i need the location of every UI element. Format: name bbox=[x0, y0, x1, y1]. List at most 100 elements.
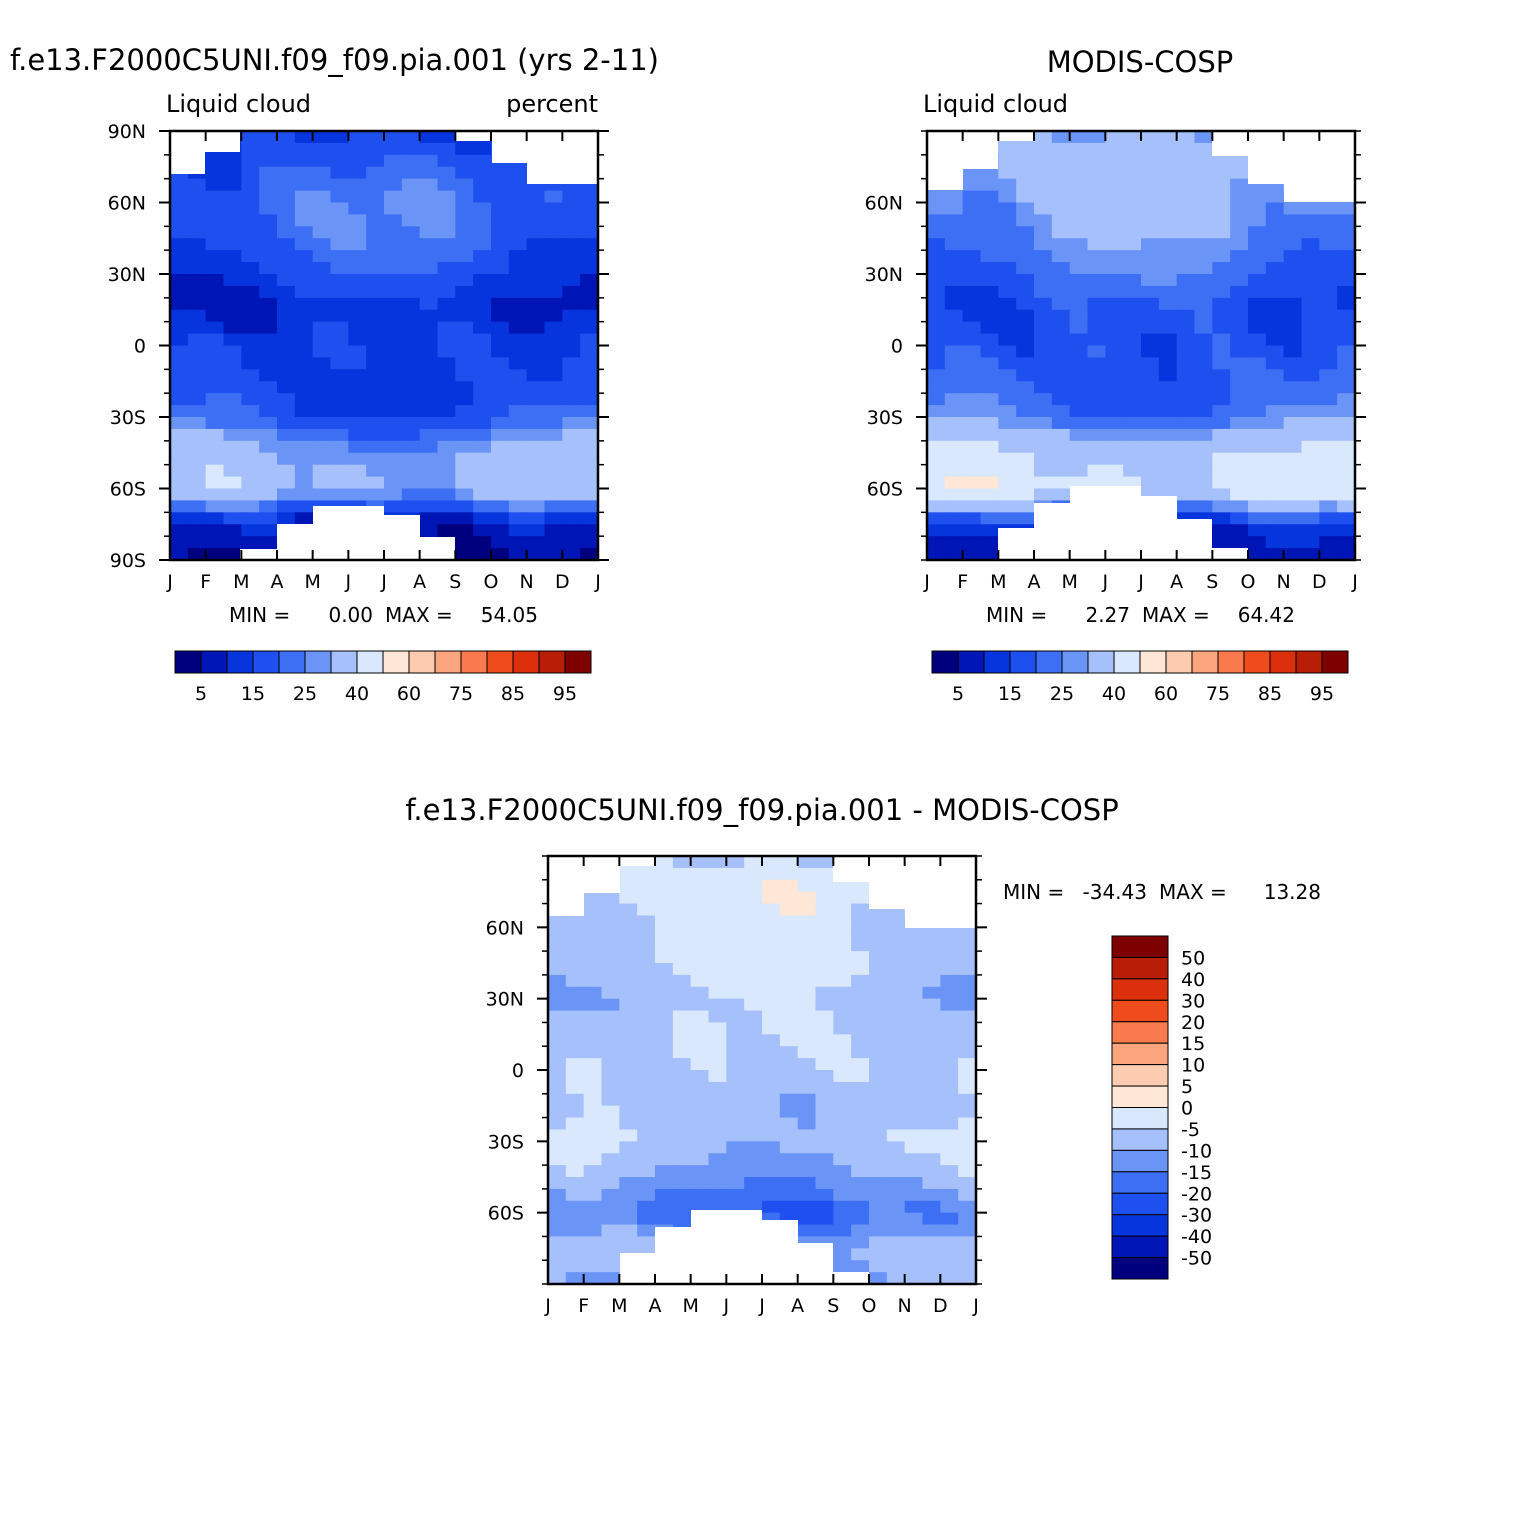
panel2-cell bbox=[998, 452, 1017, 466]
panel2-cell bbox=[944, 440, 964, 454]
panel2-cell bbox=[1158, 262, 1178, 275]
panel3-cell bbox=[958, 974, 977, 988]
panel2-cell bbox=[1141, 274, 1160, 287]
panel3-cell bbox=[565, 1248, 585, 1261]
panel3-cell bbox=[583, 1141, 603, 1154]
panel2-cell bbox=[1301, 321, 1320, 335]
panel1-cell bbox=[366, 440, 385, 454]
panel3-cell bbox=[548, 1236, 567, 1249]
panel3-cell bbox=[815, 974, 834, 988]
panel3-cell bbox=[851, 1058, 870, 1071]
panel2-cell bbox=[980, 297, 999, 311]
panel3-cell bbox=[601, 998, 620, 1012]
panel2-cell bbox=[1319, 524, 1338, 537]
panel3-cell bbox=[708, 867, 727, 881]
panel2-cell bbox=[1212, 202, 1231, 216]
panel2-cell bbox=[962, 500, 982, 513]
panel2-cell bbox=[1283, 297, 1303, 311]
panel3-cell bbox=[726, 1010, 745, 1024]
panel2-cell bbox=[1051, 214, 1071, 227]
panel1-cell bbox=[259, 381, 278, 394]
panel1-cell bbox=[187, 238, 207, 251]
panel1-cell bbox=[187, 369, 207, 382]
panel2-cell bbox=[1051, 464, 1071, 478]
panel2-cell bbox=[1069, 274, 1089, 287]
panel2-cell bbox=[1105, 321, 1124, 335]
panel1-cell bbox=[312, 262, 332, 275]
panel2-cell bbox=[1337, 512, 1356, 525]
panel3-cell bbox=[601, 1153, 620, 1166]
panel2-cell bbox=[1105, 405, 1124, 418]
panel1-cell bbox=[562, 548, 581, 561]
panel2-cell bbox=[980, 381, 999, 394]
panel3-min-value: -34.43 bbox=[1083, 880, 1147, 904]
panel3-cell bbox=[690, 903, 710, 917]
panel3-cell bbox=[869, 1272, 888, 1285]
panel3-cell bbox=[833, 1022, 852, 1035]
panel2-cell bbox=[944, 238, 964, 251]
panel3-cell bbox=[637, 1117, 656, 1131]
panel3-colorbar-swatch bbox=[1111, 999, 1169, 1023]
panel1-cell bbox=[491, 309, 510, 323]
panel2-colorbar-swatch bbox=[983, 650, 1011, 674]
panel2-cell bbox=[1283, 226, 1303, 239]
panel1-cell bbox=[277, 321, 296, 335]
panel2-cell bbox=[1194, 226, 1213, 239]
panel3-colorbar-label: -50 bbox=[1181, 1248, 1212, 1270]
panel1-cell bbox=[384, 500, 403, 513]
panel2-cell bbox=[980, 262, 999, 275]
panel2-cell bbox=[944, 345, 964, 359]
panel2-cell bbox=[1176, 500, 1196, 513]
panel2-cell bbox=[944, 190, 964, 204]
panel2-cell bbox=[1105, 393, 1124, 406]
panel1-colorbar-label: 75 bbox=[449, 683, 473, 705]
panel2-cell bbox=[1301, 452, 1320, 466]
panel3-cell bbox=[940, 1058, 959, 1071]
panel1-x-tick-label: M bbox=[233, 571, 249, 593]
panel2-cell bbox=[1283, 452, 1303, 466]
panel2-cell bbox=[1176, 393, 1196, 406]
panel1-cell bbox=[259, 440, 278, 454]
panel3-cell bbox=[672, 1058, 692, 1071]
panel3-cell bbox=[833, 879, 852, 893]
panel1-cell bbox=[259, 369, 278, 382]
panel3-y-tick-label: 30S bbox=[488, 1131, 524, 1153]
panel2-cell bbox=[1212, 512, 1231, 525]
panel2-cell bbox=[1230, 333, 1249, 347]
panel1-cell bbox=[348, 142, 367, 156]
panel2-colorbar-label: 15 bbox=[998, 683, 1022, 705]
panel3-cell bbox=[637, 1070, 656, 1083]
panel3-cell bbox=[744, 1188, 763, 1202]
panel3-min-label: MIN = bbox=[1003, 880, 1064, 904]
panel3-cell bbox=[833, 1224, 852, 1238]
panel2-cell bbox=[944, 297, 964, 311]
panel1-cell bbox=[455, 262, 474, 275]
panel2-cell bbox=[1158, 440, 1178, 454]
panel1-cell bbox=[223, 214, 242, 227]
panel3-cell bbox=[548, 927, 567, 940]
panel3-cell bbox=[619, 1010, 638, 1024]
panel2-cell bbox=[1123, 166, 1142, 180]
panel1-cell bbox=[259, 393, 278, 406]
panel2-cell bbox=[1283, 238, 1303, 251]
panel3-cell bbox=[601, 1117, 620, 1131]
panel1-cell bbox=[491, 166, 510, 180]
panel3-cell bbox=[762, 1105, 781, 1119]
panel1-cell bbox=[277, 154, 296, 168]
panel1-cell bbox=[455, 536, 474, 549]
panel1-cell bbox=[401, 131, 421, 144]
panel2-cell bbox=[1212, 452, 1231, 466]
panel3-cell bbox=[565, 974, 585, 988]
panel3-cell bbox=[601, 1141, 620, 1154]
panel1-cell bbox=[277, 202, 296, 216]
panel2-cell bbox=[1194, 285, 1213, 299]
panel1-cell bbox=[259, 238, 278, 251]
panel1-cell bbox=[277, 357, 296, 370]
panel3-cell bbox=[851, 1260, 870, 1273]
panel2-cell bbox=[1230, 500, 1249, 513]
panel1-cell bbox=[241, 226, 260, 239]
panel2-x-tick-label: M bbox=[990, 571, 1006, 593]
panel2-cell bbox=[1141, 476, 1160, 490]
panel3-cell bbox=[726, 1034, 745, 1047]
panel2-cell bbox=[1248, 297, 1267, 311]
